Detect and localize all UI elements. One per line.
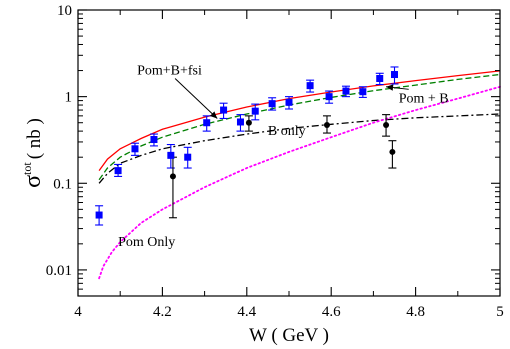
x-tick-label: 4 bbox=[74, 304, 82, 320]
data-point-square bbox=[376, 74, 384, 82]
data-points bbox=[95, 71, 398, 219]
data-point-circle bbox=[245, 119, 252, 126]
data-point-square bbox=[95, 211, 103, 219]
x-tick-label: 4.6 bbox=[322, 304, 341, 320]
model-curves bbox=[98, 70, 501, 280]
data-point-square bbox=[167, 151, 175, 159]
data-point-square bbox=[359, 88, 367, 96]
data-point-circle bbox=[169, 173, 176, 180]
data-point-square bbox=[391, 71, 398, 79]
curve-pom-b bbox=[98, 73, 501, 181]
curve-pom-b-fsi bbox=[98, 70, 501, 171]
data-point-square bbox=[150, 136, 158, 144]
y-axis-unit: ( nb ) bbox=[24, 118, 45, 159]
y-axis-title: σtot ( nb ) bbox=[20, 118, 46, 188]
data-point-square bbox=[342, 87, 350, 95]
y-axis-superscript: tot bbox=[20, 162, 34, 175]
y-tick-label: 0.1 bbox=[53, 176, 72, 192]
x-tick-label: 4.8 bbox=[406, 304, 425, 320]
x-tick-label: 4.2 bbox=[153, 304, 172, 320]
data-point-square bbox=[184, 153, 192, 161]
y-tick-label: 10 bbox=[57, 3, 72, 19]
tick-labels: 4 4.2 4.4 4.6 4.8 5 0.01 0.1 1 10 bbox=[46, 3, 504, 320]
y-axis-symbol: σ bbox=[20, 175, 46, 188]
data-point-square bbox=[131, 145, 139, 153]
axis-ticks bbox=[77, 9, 501, 296]
data-point-square bbox=[285, 98, 293, 106]
annotation-arrowhead bbox=[386, 84, 394, 91]
annotation-arrow-line bbox=[174, 78, 218, 119]
data-point-circle bbox=[383, 122, 390, 129]
annotation-label: B only bbox=[268, 124, 306, 139]
data-point-square bbox=[251, 107, 259, 115]
annotation-label: Pom + B bbox=[399, 91, 449, 106]
annotation-label: Pom+B+fsi bbox=[137, 64, 202, 79]
data-point-square bbox=[220, 106, 228, 114]
annotations: Pom+B+fsi Pom + B B only Pom Only bbox=[118, 64, 449, 250]
data-point-circle bbox=[323, 122, 330, 129]
data-point-square bbox=[268, 100, 276, 108]
y-tick-label: 0.01 bbox=[46, 263, 72, 279]
annotation-label: Pom Only bbox=[118, 235, 175, 250]
data-point-circle bbox=[389, 148, 396, 155]
x-axis-title: W ( GeV ) bbox=[249, 325, 329, 346]
data-point-square bbox=[325, 93, 333, 101]
x-tick-label: 4.4 bbox=[237, 304, 256, 320]
data-point-square bbox=[114, 167, 122, 175]
data-point-square bbox=[306, 82, 314, 90]
curve-pom-only bbox=[98, 85, 501, 280]
data-point-square bbox=[236, 118, 244, 126]
x-tick-label: 5 bbox=[496, 304, 504, 320]
y-tick-label: 1 bbox=[65, 90, 73, 106]
data-point-square bbox=[203, 119, 211, 127]
annotation-arrowhead bbox=[209, 111, 218, 119]
